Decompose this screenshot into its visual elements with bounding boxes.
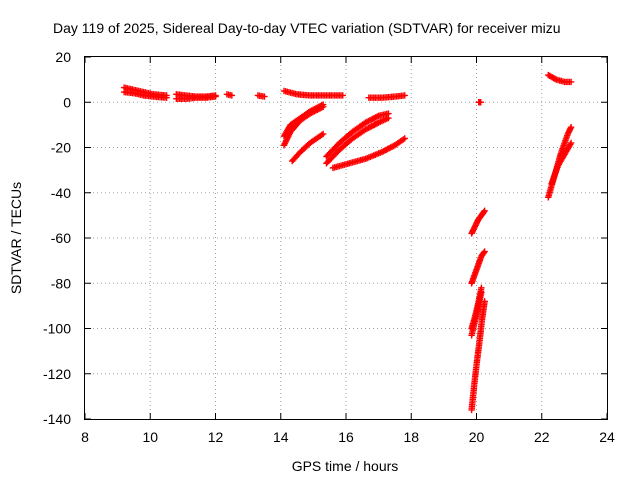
series-arc-7b (280, 101, 327, 140)
data-point (385, 114, 392, 122)
x-tick-label: 16 (338, 429, 354, 445)
data-point (228, 92, 236, 99)
series-arc-2b (173, 93, 219, 103)
series-arc-3 (223, 91, 236, 99)
data-point (567, 141, 574, 148)
grid (85, 57, 607, 419)
x-axis-ticks: 8 10 12 14 16 18 20 22 24 (81, 57, 615, 445)
plot-frame (84, 56, 608, 420)
y-tick-label: -100 (43, 321, 71, 337)
y-axis-label: SDTVAR / TECUs (8, 182, 24, 294)
series-arc-14b (468, 284, 485, 332)
data-point (567, 78, 575, 86)
series-arc-12 (468, 207, 488, 237)
x-tick-label: 18 (403, 429, 419, 445)
data-point (212, 93, 219, 100)
data-point (401, 92, 408, 99)
x-tick-label: 12 (208, 429, 224, 445)
data-point (477, 99, 484, 106)
x-axis-label: GPS time / hours (292, 458, 399, 474)
series-arc-8 (288, 130, 327, 165)
data-point (261, 93, 268, 100)
data-point (400, 136, 407, 143)
y-axis-ticks: 20 0 -20 -40 -60 -80 -100 -120 -140 (43, 49, 607, 427)
series-arc-1b (120, 88, 170, 101)
series-arc-15 (468, 298, 488, 414)
data-point (481, 248, 488, 255)
series-arc-9b (323, 114, 392, 167)
data-points (120, 71, 575, 414)
data-point (480, 208, 488, 216)
series-arc-16 (545, 71, 575, 86)
data-point (401, 135, 408, 142)
data-point (478, 284, 485, 291)
series-arc-11 (475, 99, 484, 106)
series-arc-5 (280, 87, 346, 99)
series-arc-4 (254, 92, 268, 100)
x-tick-label: 24 (599, 429, 615, 445)
data-point (319, 101, 327, 108)
y-tick-label: -40 (51, 185, 71, 201)
y-tick-label: -60 (51, 230, 71, 246)
y-tick-label: -80 (51, 275, 71, 291)
data-point (567, 123, 575, 131)
y-tick-label: -120 (43, 366, 71, 382)
series-arc-6 (365, 92, 408, 101)
data-point (319, 130, 327, 138)
y-tick-label: 0 (63, 94, 71, 110)
data-point (481, 207, 488, 215)
series-arc-10 (329, 135, 408, 172)
x-tick-label: 10 (142, 429, 158, 445)
series-arc-13 (468, 248, 488, 287)
y-tick-label: -140 (43, 411, 71, 427)
series-arc-18 (548, 139, 575, 187)
x-tick-label: 8 (81, 429, 89, 445)
data-point (551, 75, 559, 83)
data-point (339, 92, 346, 99)
data-point (481, 298, 488, 305)
x-tick-label: 22 (534, 429, 550, 445)
x-tick-label: 14 (273, 429, 289, 445)
data-point (567, 139, 575, 147)
data-point (480, 249, 488, 256)
chart-title: Day 119 of 2025, Sidereal Day-to-day VTE… (53, 20, 561, 36)
data-point (163, 94, 170, 101)
y-tick-label: 20 (55, 49, 71, 65)
x-tick-label: 20 (469, 429, 485, 445)
y-tick-label: -20 (51, 140, 71, 156)
